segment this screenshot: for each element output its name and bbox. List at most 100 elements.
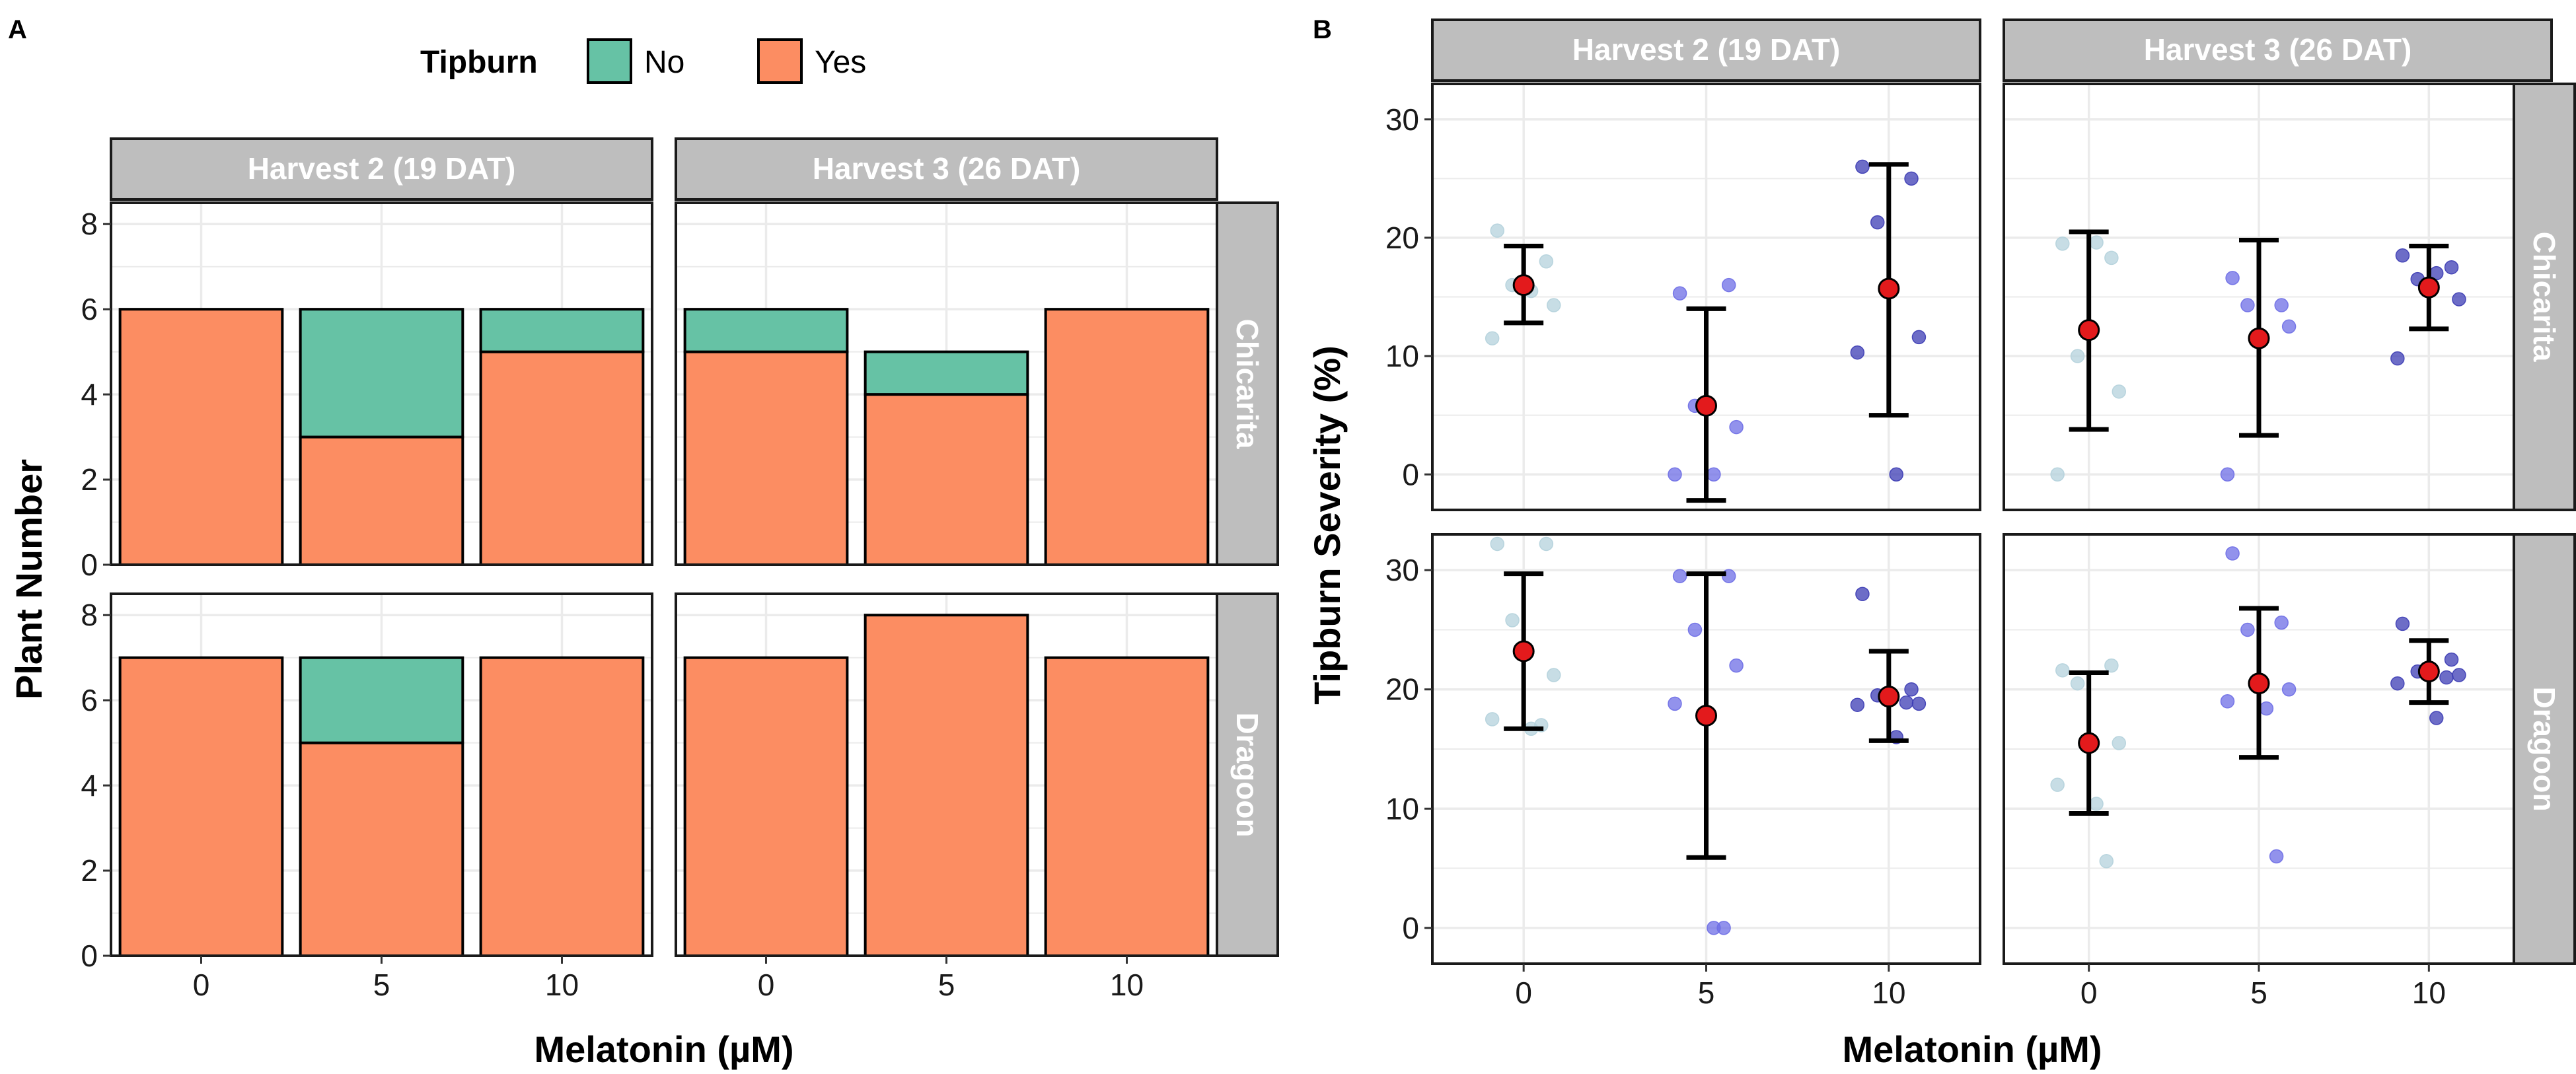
data-point bbox=[1855, 159, 1870, 174]
mean-point bbox=[2078, 732, 2100, 754]
data-point bbox=[1668, 696, 1682, 711]
bar-segment-yes bbox=[864, 614, 1029, 957]
data-point bbox=[1855, 587, 1870, 602]
data-point bbox=[1721, 277, 1736, 293]
y-tick-label: 2 bbox=[81, 462, 98, 497]
data-point bbox=[1672, 569, 1687, 583]
data-point bbox=[2070, 676, 2085, 691]
strip-col-harvest-2-label: Harvest 2 (19 DAT) bbox=[248, 151, 516, 186]
bar-segment-yes bbox=[299, 741, 464, 958]
mean-point bbox=[2417, 661, 2440, 683]
panel-b-label: B bbox=[1313, 15, 1332, 44]
data-point bbox=[2439, 670, 2454, 685]
data-point bbox=[2452, 292, 2466, 306]
data-point bbox=[2225, 271, 2240, 285]
bar-segment-no bbox=[683, 308, 849, 353]
y-tick-label: 10 bbox=[1385, 339, 1419, 373]
bar-segment-yes bbox=[118, 308, 284, 566]
data-point bbox=[2281, 319, 2297, 334]
data-point bbox=[2452, 668, 2466, 682]
y-tick-label: 6 bbox=[81, 683, 98, 717]
data-point bbox=[1539, 536, 1554, 552]
x-tick-label: 0 bbox=[193, 968, 210, 1002]
strip-row-chicarita bbox=[1216, 201, 1279, 566]
legend-label-yes: Yes bbox=[815, 45, 866, 80]
data-point bbox=[2274, 615, 2289, 630]
y-tick-label: 30 bbox=[1385, 553, 1419, 587]
bar-facet bbox=[675, 201, 1218, 567]
panel-a-strips: Harvest 2 (19 DAT) Harvest 3 (26 DAT) Ch… bbox=[110, 137, 1279, 957]
data-point bbox=[1547, 668, 1561, 682]
mean-point bbox=[1695, 704, 1717, 727]
y-tick-label: 8 bbox=[81, 207, 98, 241]
strip-row-dragoon-label: Dragoon bbox=[1230, 712, 1265, 837]
data-point bbox=[2050, 467, 2065, 482]
data-point bbox=[1729, 658, 1744, 673]
bar-facet: 0 5 10 bbox=[675, 592, 1218, 1002]
panel-b-points: 0 10 20 30 0 10 20 30 0 5 10 0 5 10 bbox=[1385, 83, 2515, 1010]
bar-segment-yes bbox=[683, 350, 849, 566]
x-tick-label: 0 bbox=[2080, 976, 2098, 1010]
panel-a-label: A bbox=[8, 15, 27, 44]
data-point bbox=[2259, 701, 2274, 716]
data-point bbox=[2269, 849, 2284, 864]
data-point bbox=[1899, 695, 1914, 710]
bar-segment-yes bbox=[479, 656, 645, 957]
data-point bbox=[1889, 467, 1903, 482]
strip-col-harvest-3 bbox=[675, 137, 1218, 201]
y-tick-label: 20 bbox=[1385, 221, 1419, 255]
data-point bbox=[2390, 351, 2405, 366]
bar-segment-no bbox=[299, 308, 464, 439]
data-point bbox=[2240, 622, 2255, 637]
legend-swatch-yes bbox=[757, 38, 803, 84]
dot-facet: 0 5 10 bbox=[2003, 533, 2515, 1010]
y-tick-label: 8 bbox=[81, 598, 98, 632]
strip-col-harvest-2 bbox=[110, 137, 653, 201]
y-tick-label: 20 bbox=[1385, 672, 1419, 707]
dot-facet: 0 10 20 30 0 5 10 bbox=[1385, 533, 1981, 1010]
bar-segment-no bbox=[299, 656, 464, 744]
strip-b-row-dragoon-label: Dragoon bbox=[2527, 686, 2561, 811]
strip-col-harvest-3-label: Harvest 3 (26 DAT) bbox=[813, 151, 1081, 186]
data-point bbox=[1485, 331, 1500, 345]
data-point bbox=[1870, 215, 1885, 230]
legend-label-no: No bbox=[644, 45, 684, 80]
strip-b-row-dragoon bbox=[2513, 533, 2576, 965]
x-tick-label: 5 bbox=[1698, 976, 1715, 1010]
data-point bbox=[2390, 676, 2405, 691]
data-point bbox=[1490, 536, 1505, 552]
data-point bbox=[1539, 254, 1554, 269]
strip-b-col-harvest-3 bbox=[2003, 18, 2553, 82]
data-point bbox=[1850, 345, 1865, 360]
data-point bbox=[1911, 696, 1927, 711]
data-point bbox=[2444, 260, 2459, 275]
data-point bbox=[2089, 235, 2104, 250]
data-point bbox=[1547, 298, 1561, 312]
data-point bbox=[2225, 546, 2240, 561]
mean-point bbox=[1512, 274, 1535, 297]
x-tick-label: 0 bbox=[758, 968, 775, 1002]
data-point bbox=[1485, 712, 1500, 727]
x-tick-label: 10 bbox=[545, 968, 579, 1002]
bar-facet: 0 2 4 6 8 bbox=[81, 201, 653, 582]
data-point bbox=[1904, 171, 1919, 186]
bar-facet: 0 2 4 6 8 0 5 10 bbox=[81, 592, 653, 1002]
data-point bbox=[1687, 622, 1703, 637]
bar-segment-yes bbox=[683, 656, 849, 957]
data-point bbox=[1707, 467, 1721, 482]
data-point bbox=[1672, 286, 1687, 301]
mean-point bbox=[2417, 276, 2440, 299]
data-point bbox=[1668, 467, 1682, 482]
data-point bbox=[2104, 250, 2119, 266]
data-point bbox=[2104, 658, 2119, 673]
y-tick-label: 0 bbox=[81, 548, 98, 582]
x-tick-label: 10 bbox=[1872, 976, 1905, 1010]
data-point bbox=[1716, 921, 1731, 935]
data-point bbox=[2112, 384, 2127, 399]
x-tick-label: 5 bbox=[2250, 976, 2267, 1010]
panel-a-bars: 0 2 4 6 8 0 2 4 6 8 0 5 10 0 5 10 bbox=[81, 201, 1218, 1002]
facet-border bbox=[110, 201, 653, 566]
bar-segment-no bbox=[479, 308, 645, 353]
panel-b-x-axis-title: Melatonin (µM) bbox=[1842, 1028, 2102, 1070]
